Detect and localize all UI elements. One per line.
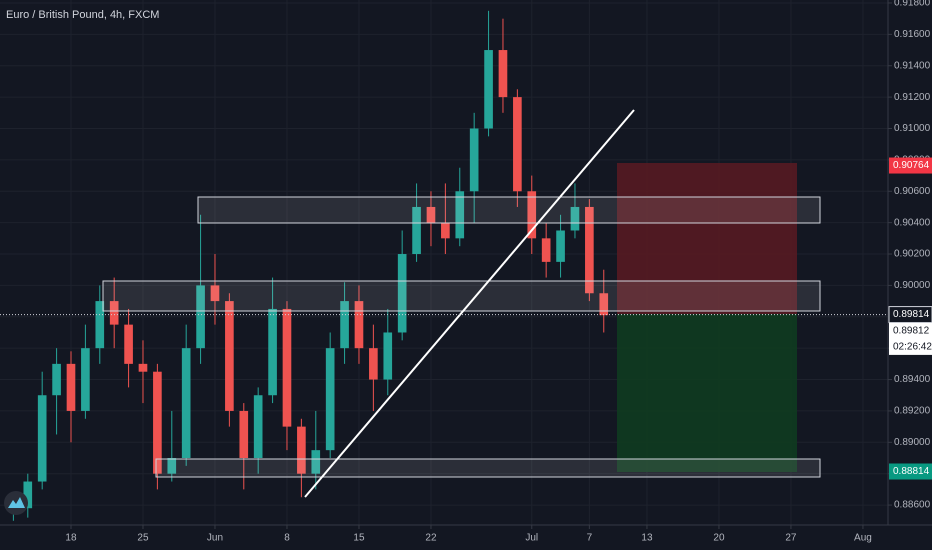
candle-body bbox=[570, 206, 580, 231]
price-label: 0.89814 bbox=[893, 309, 930, 320]
stop-zone bbox=[617, 163, 797, 314]
candle-body bbox=[455, 191, 465, 239]
last-price-box bbox=[889, 322, 932, 355]
y-tick-label: 0.89400 bbox=[894, 374, 931, 385]
y-tick-label: 0.91600 bbox=[894, 29, 931, 40]
x-tick-label: Aug bbox=[854, 533, 872, 544]
candle-body bbox=[138, 363, 148, 372]
candle-body bbox=[282, 308, 292, 427]
y-tick-label: 0.90200 bbox=[894, 249, 931, 260]
candle-body bbox=[66, 363, 76, 411]
x-tick-label: 15 bbox=[353, 533, 365, 544]
y-tick-label: 0.91400 bbox=[894, 60, 931, 71]
last-price-label: 0.89812 bbox=[893, 326, 930, 337]
candle-body bbox=[585, 206, 594, 294]
y-tick-label: 0.90600 bbox=[894, 186, 931, 197]
countdown: 02:26:42 bbox=[893, 342, 932, 353]
x-tick-label: 22 bbox=[425, 533, 437, 544]
candle-body bbox=[297, 426, 306, 474]
x-tick-label: 7 bbox=[587, 533, 593, 544]
price-label: 0.90764 bbox=[893, 160, 930, 171]
x-tick-label: 25 bbox=[137, 533, 149, 544]
candle-body bbox=[412, 206, 421, 255]
candle-body bbox=[81, 348, 90, 411]
candle-body bbox=[556, 230, 565, 262]
candle-body bbox=[441, 222, 450, 239]
chart-title: Euro / British Pound, 4h, FXCM bbox=[6, 9, 159, 21]
price-label-box bbox=[888, 306, 932, 324]
candle-body bbox=[268, 308, 277, 396]
candle-body bbox=[383, 332, 393, 380]
x-tick-label: Jul bbox=[525, 533, 538, 544]
zone bbox=[102, 280, 821, 312]
candle-body bbox=[599, 293, 609, 316]
candle-body bbox=[484, 50, 493, 129]
x-tick-label: 20 bbox=[713, 533, 725, 544]
y-tick-label: 0.91800 bbox=[894, 0, 931, 9]
drawings-front bbox=[102, 109, 821, 498]
y-tick-label: 0.90000 bbox=[894, 280, 931, 291]
x-tick-label: 18 bbox=[65, 533, 77, 544]
candle-body bbox=[311, 450, 321, 474]
candle-body bbox=[426, 206, 436, 223]
candle-body bbox=[52, 363, 61, 396]
x-tick-label: 13 bbox=[641, 533, 653, 544]
y-tick-label: 0.88600 bbox=[894, 500, 931, 511]
candle-body bbox=[225, 301, 234, 411]
y-tick-label: 0.90400 bbox=[894, 217, 931, 228]
candle-body bbox=[469, 128, 479, 192]
y-tick-label: 0.91200 bbox=[894, 92, 931, 103]
candle-body bbox=[527, 191, 537, 239]
candle-body bbox=[498, 50, 508, 98]
y-tick-label: 0.89000 bbox=[894, 437, 931, 448]
price-label-box bbox=[889, 157, 932, 174]
candle-body bbox=[239, 410, 249, 459]
candle-body bbox=[369, 348, 378, 380]
zone bbox=[155, 458, 821, 478]
candle-body bbox=[210, 285, 220, 302]
price-axis bbox=[888, 0, 932, 550]
candle-body bbox=[340, 301, 349, 349]
candle-body bbox=[124, 324, 133, 364]
logo bbox=[4, 491, 28, 515]
candle-body bbox=[181, 348, 191, 459]
candle-body bbox=[541, 238, 551, 262]
x-tick-label: 27 bbox=[785, 533, 797, 544]
target-zone bbox=[617, 314, 797, 472]
price-label-box bbox=[889, 463, 932, 480]
trend-line bbox=[304, 109, 635, 498]
candle-body bbox=[153, 371, 162, 474]
x-tick-label: 8 bbox=[284, 533, 290, 544]
candle-body bbox=[196, 285, 205, 349]
candle-body bbox=[95, 301, 105, 349]
x-tick-label: Jun bbox=[207, 533, 223, 544]
candle-body bbox=[37, 395, 47, 482]
candles bbox=[9, 10, 609, 521]
candle-body bbox=[253, 395, 263, 459]
candle-body bbox=[354, 301, 364, 349]
y-tick-label: 0.89200 bbox=[894, 406, 931, 417]
candle-body bbox=[397, 254, 407, 333]
candle-body bbox=[325, 348, 335, 451]
price-label: 0.88814 bbox=[893, 466, 930, 477]
zone bbox=[197, 196, 821, 224]
candle-body bbox=[109, 301, 119, 325]
y-tick-label: 0.91000 bbox=[894, 123, 931, 134]
candle-body bbox=[23, 481, 33, 509]
candle-body bbox=[167, 458, 177, 474]
candle-body bbox=[513, 97, 522, 192]
